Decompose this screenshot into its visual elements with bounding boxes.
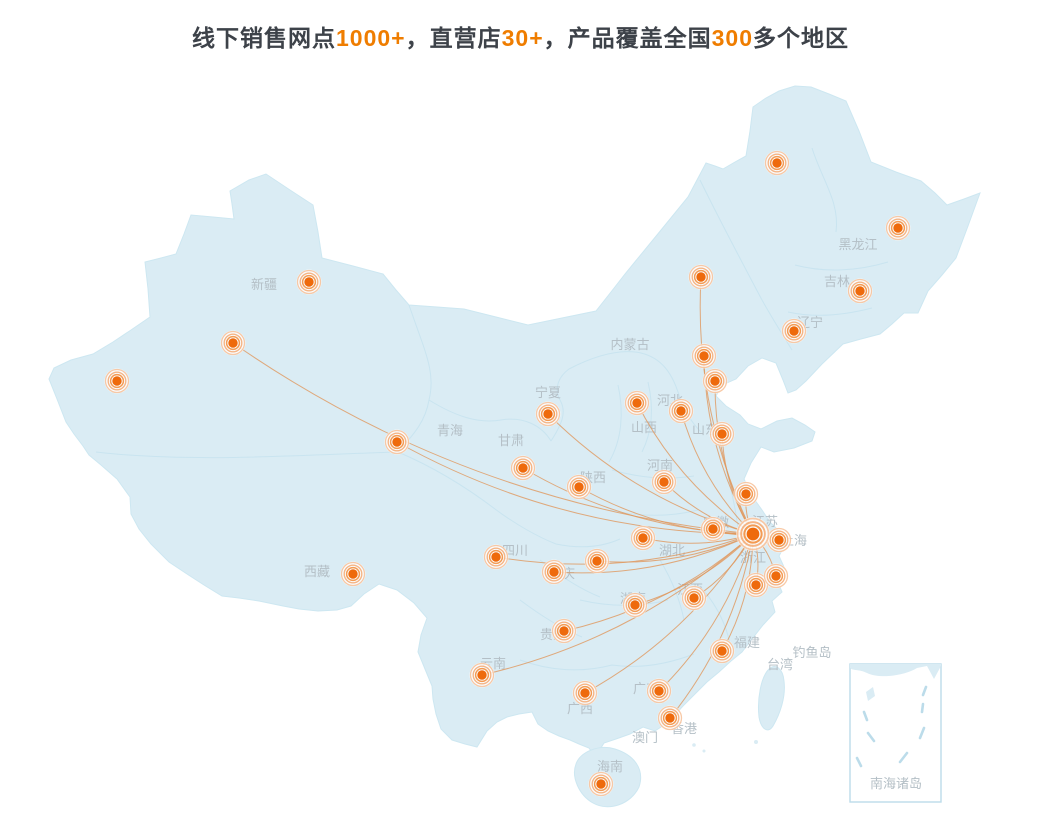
flight-line (578, 486, 754, 535)
network-point[interactable] (566, 474, 592, 500)
flight-line (669, 533, 754, 719)
network-point[interactable] (541, 559, 567, 585)
network-point[interactable] (651, 469, 677, 495)
network-point[interactable] (668, 398, 694, 424)
network-point[interactable] (700, 516, 726, 542)
inset-coastline (850, 664, 941, 679)
network-point[interactable] (764, 150, 790, 176)
network-point[interactable] (885, 215, 911, 241)
province-label: 澳门 (632, 730, 658, 745)
title-segment: 多个地区 (753, 25, 849, 51)
network-point[interactable] (483, 544, 509, 570)
network-point[interactable] (733, 481, 759, 507)
south-china-sea-inset (849, 663, 942, 803)
province-label: 台湾 (767, 657, 793, 672)
network-point[interactable] (104, 368, 130, 394)
network-point[interactable] (688, 264, 714, 290)
flight-line (714, 380, 754, 535)
title-segment: ，直营店 (405, 25, 502, 51)
small-island (754, 740, 758, 744)
network-point[interactable] (702, 368, 728, 394)
province-label: 钓鱼岛 (792, 645, 831, 660)
network-point[interactable] (743, 572, 769, 598)
network-point[interactable] (622, 592, 648, 618)
title-segment: 线下销售网点 (192, 25, 336, 51)
province-borders (95, 147, 889, 671)
network-point[interactable] (469, 662, 495, 688)
network-point[interactable] (624, 390, 650, 416)
province-label: 河南 (647, 458, 673, 473)
network-point[interactable] (384, 429, 410, 455)
province-label: 青海 (437, 423, 463, 438)
province-label: 甘肃 (498, 433, 524, 448)
province-label: 福建 (734, 635, 760, 650)
network-point[interactable] (646, 678, 672, 704)
title-highlight: 300 (711, 25, 753, 51)
flight-line (658, 533, 754, 692)
network-point[interactable] (584, 548, 610, 574)
province-label: 海南 (597, 759, 623, 774)
network-point[interactable] (551, 618, 577, 644)
network-point[interactable] (709, 421, 735, 447)
taiwan-island (758, 666, 785, 731)
province-label: 西藏 (304, 564, 330, 579)
inset-island (866, 687, 875, 701)
network-point[interactable] (847, 278, 873, 304)
province-label: 内蒙古 (610, 337, 649, 352)
network-points (104, 150, 911, 797)
network-point[interactable] (781, 318, 807, 344)
network-point[interactable] (588, 771, 614, 797)
flight-line (481, 533, 754, 676)
network-point[interactable] (763, 563, 789, 589)
network-point[interactable] (220, 330, 246, 356)
small-island (702, 749, 706, 753)
flight-line (553, 533, 754, 574)
small-island (692, 743, 696, 747)
flight-line (596, 533, 754, 563)
network-point[interactable] (296, 269, 322, 295)
province-label: 宁夏 (535, 385, 561, 400)
page-title: 线下销售网点1000+，直营店30+，产品覆盖全国300多个地区 (0, 19, 1041, 53)
network-point[interactable] (340, 561, 366, 587)
network-point[interactable] (510, 455, 536, 481)
china-mainland-shape (48, 85, 981, 764)
province-label: 黑龙江 (838, 237, 877, 252)
network-point[interactable] (572, 680, 598, 706)
province-label: 吉林 (824, 274, 850, 289)
title-segment: ，产品覆盖全国 (543, 25, 712, 51)
network-point[interactable] (657, 705, 683, 731)
province-label: 浙江 (740, 550, 766, 565)
flight-line (232, 342, 754, 535)
province-label: 南海诸岛 (870, 776, 922, 791)
network-point[interactable] (630, 525, 656, 551)
title-highlight: 1000+ (336, 25, 406, 51)
title-highlight: 30+ (501, 25, 544, 51)
network-point[interactable] (535, 401, 561, 427)
province-label: 山西 (631, 420, 657, 435)
network-hub-point[interactable] (736, 517, 770, 551)
province-label: 新疆 (251, 277, 277, 292)
network-point[interactable] (766, 527, 792, 553)
flight-line (584, 533, 754, 694)
network-point[interactable] (681, 585, 707, 611)
province-label: 四川 (502, 543, 528, 558)
network-point[interactable] (709, 638, 735, 664)
network-point[interactable] (691, 343, 717, 369)
flight-line (636, 402, 754, 535)
